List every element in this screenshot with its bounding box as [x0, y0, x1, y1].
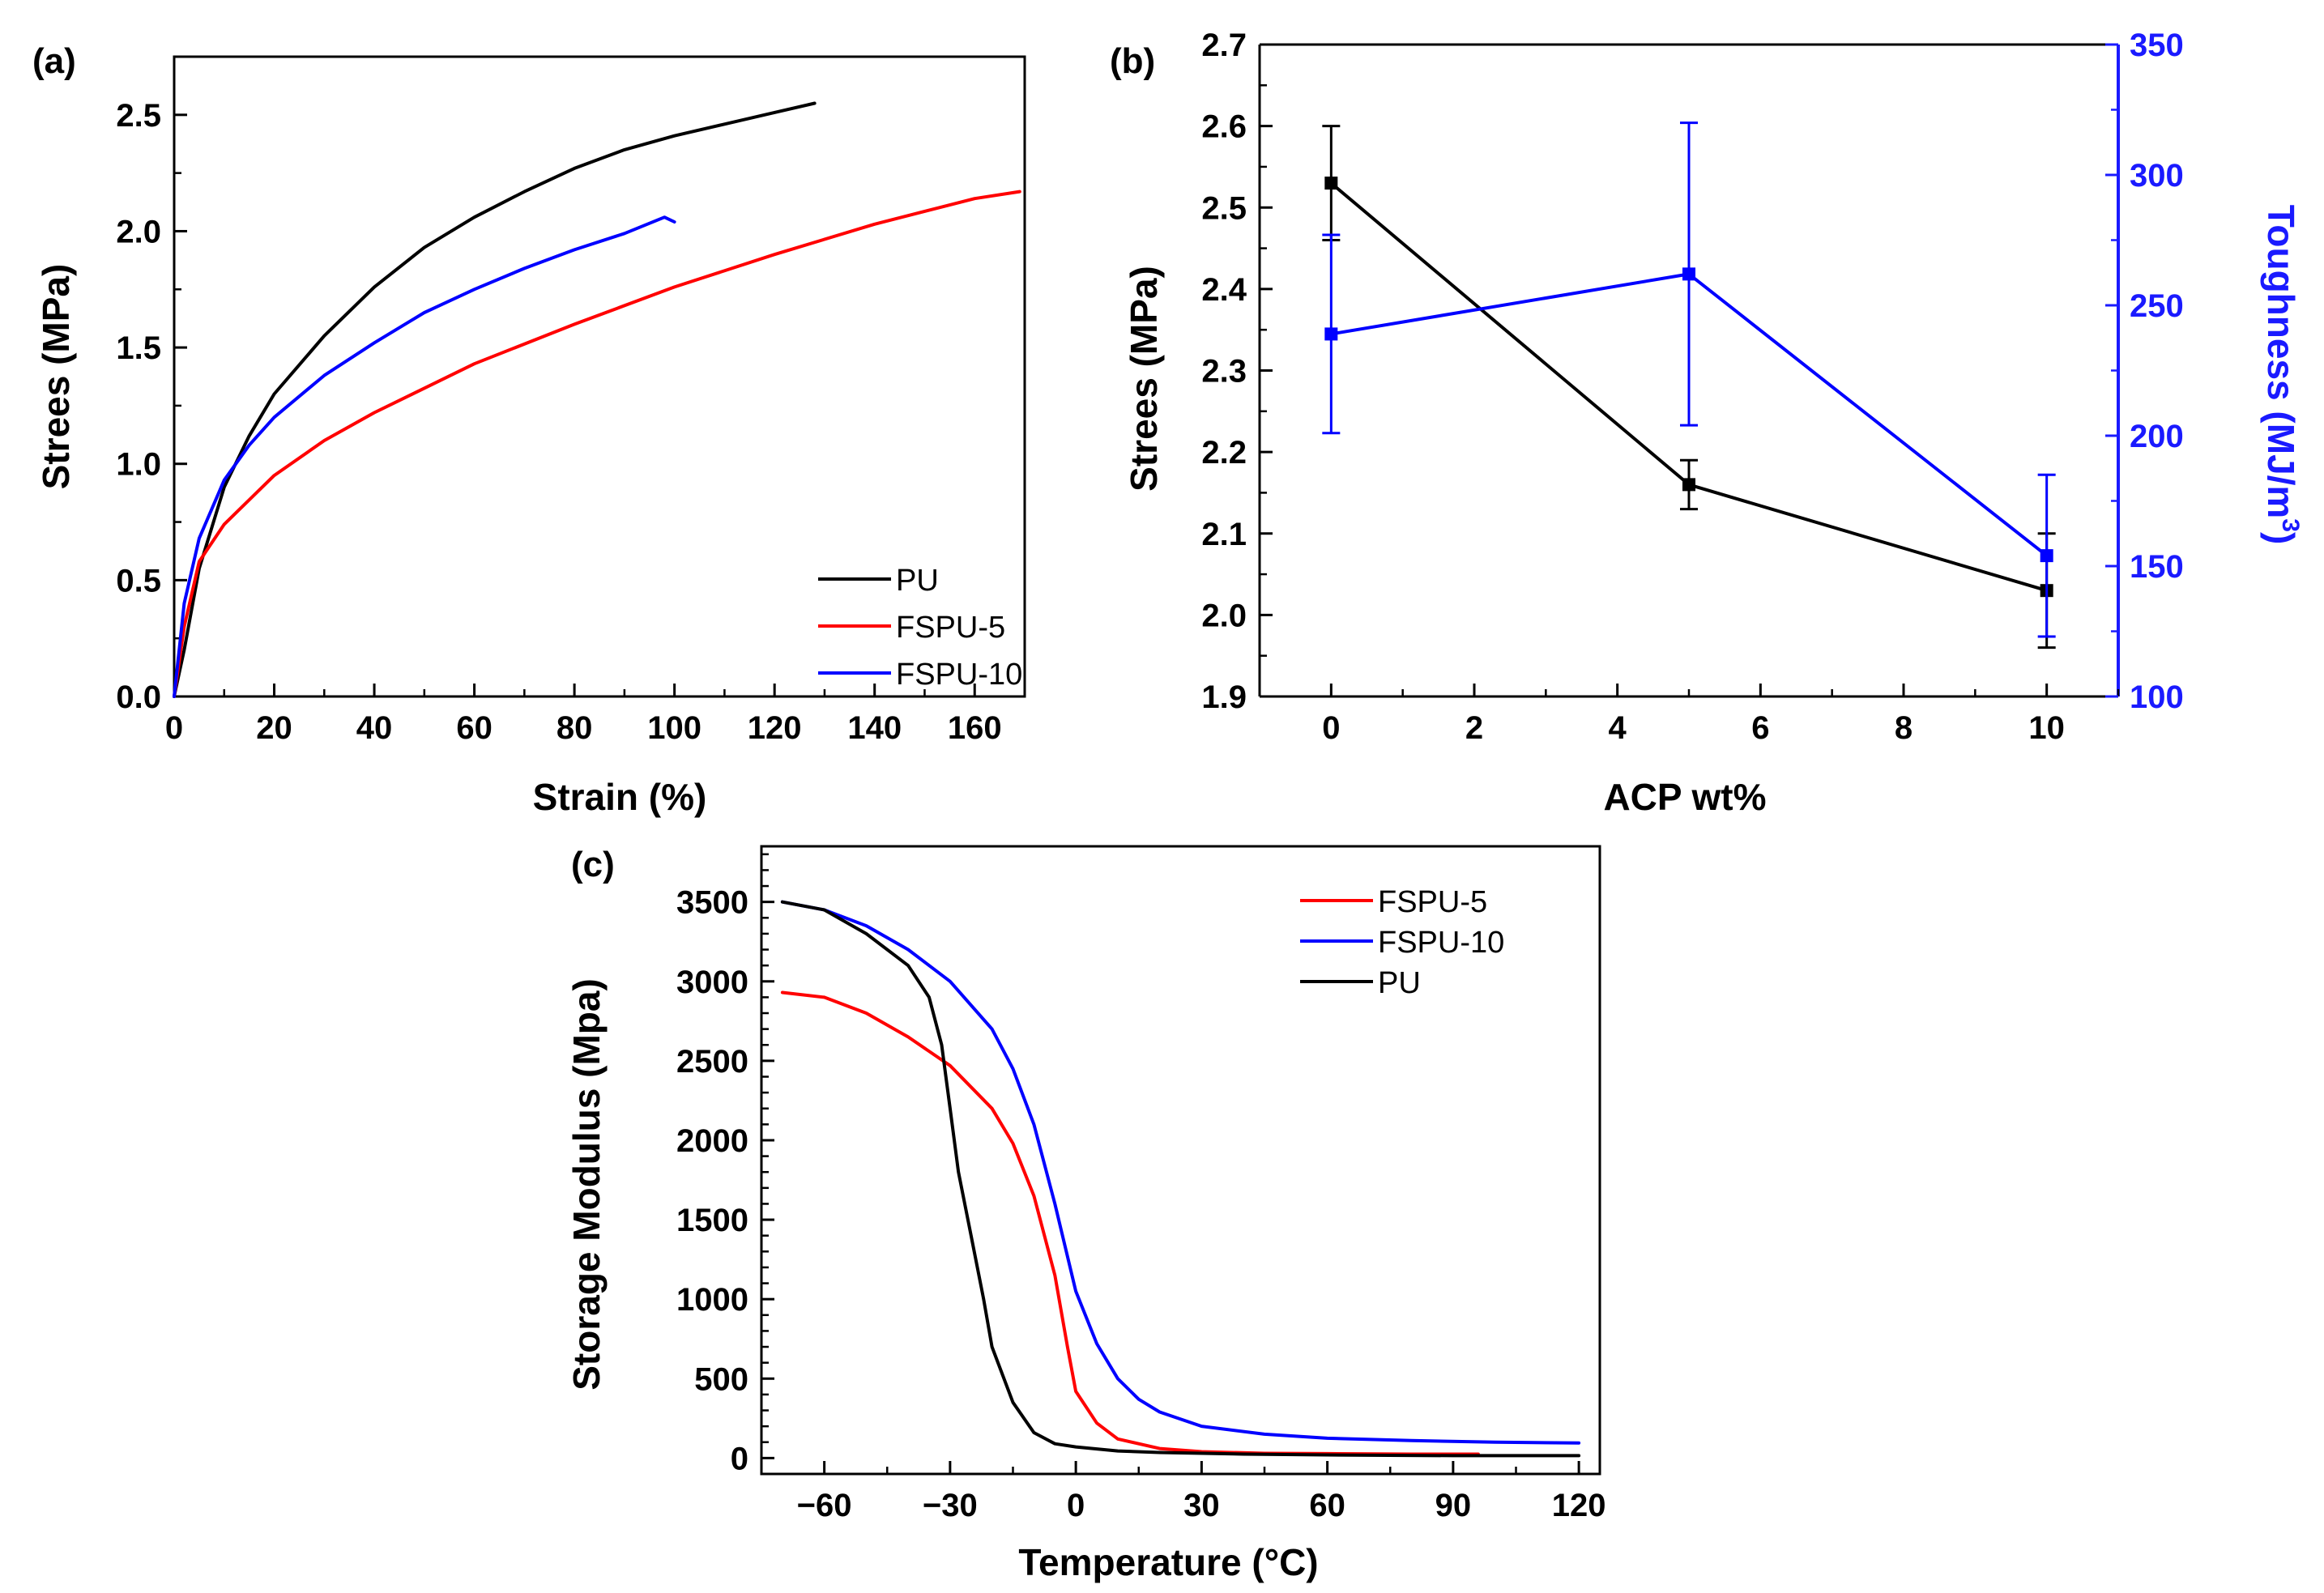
panel-a-legend-label: FSPU-5 [896, 611, 1005, 645]
panel-c-x-tick-label: 60 [1309, 1488, 1345, 1523]
panel-c-xlabel: Temperature (°C) [1018, 1541, 1318, 1583]
panel-c-y-tick-label: 1000 [676, 1282, 748, 1318]
panel-a-x-tick-label: 100 [647, 710, 701, 746]
panel-a-x-tick-label: 160 [948, 710, 1002, 746]
panel-b-x-tick-label: 0 [1322, 710, 1340, 746]
panel-c-series-fspu-10 [780, 900, 1581, 1445]
panel-c-y-tick-label: 3000 [676, 965, 748, 1000]
panel-a-x-tick-label: 120 [748, 710, 802, 746]
panel-b-yright-tick-label: 350 [2130, 28, 2184, 63]
panel-a-y-tick-label: 2.0 [116, 214, 161, 249]
panel-c-y-tick-label: 500 [694, 1361, 748, 1397]
panel-c-y-tick-label: 2000 [676, 1123, 748, 1159]
panel-a-xlabel: Strain (%) [533, 776, 707, 818]
panel-a-y-tick-label: 2.5 [116, 98, 161, 134]
panel-b-x-tick-label: 4 [1609, 710, 1627, 746]
panel-b-yleft-tick-label: 2.7 [1201, 28, 1247, 63]
panel-b-ylabel-right-sup: 3 [2277, 518, 2304, 532]
panel-a-y-tick-label: 1.0 [116, 447, 161, 483]
panel-c-y-tick-label: 0 [731, 1441, 748, 1476]
panel-a-y-tick-label: 0.5 [116, 563, 161, 598]
panel-c-frame [760, 845, 1601, 1476]
panel-a-x-tick-label: 60 [456, 710, 493, 746]
panel-c-legend-label: FSPU-10 [1378, 926, 1504, 960]
panel-b-yleft-tick-label: 2.2 [1201, 435, 1247, 471]
panel-c-y-tick-label: 1500 [676, 1203, 748, 1238]
panel-a-x-tick-label: 80 [556, 710, 593, 746]
panel-b-yright-tick-label: 250 [2130, 288, 2184, 324]
panel-b-x-tick-label: 10 [2028, 710, 2065, 746]
panel-c-x-tick-label: 0 [1067, 1488, 1085, 1523]
panel-a-x-tick-label: 0 [165, 710, 183, 746]
panel-b-yright-tick-label: 200 [2130, 419, 2184, 454]
panel-b-series-toughness-marker [1324, 327, 1338, 341]
panel-b-yleft-tick-label: 2.5 [1201, 190, 1247, 226]
panel-c-series-pu [780, 900, 1581, 1458]
panel-b-yleft-tick-label: 2.3 [1201, 354, 1247, 390]
panel-b-yleft-tick-label: 2.6 [1201, 109, 1247, 145]
panel-a-x-tick-label: 20 [256, 710, 292, 746]
panel-b-x-tick-label: 2 [1465, 710, 1483, 746]
panel-c-series-fspu-5 [780, 990, 1480, 1456]
panel-c-legend-label: PU [1378, 966, 1421, 1000]
panel-a-x-tick-label: 40 [356, 710, 393, 746]
panel-b-yleft-tick-label: 2.1 [1201, 517, 1247, 552]
panel-c-ylabel: Storage Modulus (Mpa) [565, 978, 608, 1391]
panel-b-ylabel-right-end: ) [2260, 532, 2302, 544]
panel-b-yleft-tick-label: 2.0 [1201, 598, 1247, 633]
panel-c-y-tick-label: 2500 [676, 1044, 748, 1080]
panel-c-legend-label: FSPU-5 [1378, 885, 1487, 919]
panel-b-xlabel: ACP wt% [1603, 776, 1766, 818]
panel-c-x-tick-label: −30 [923, 1488, 978, 1523]
panel-b-yleft-tick-label: 2.4 [1201, 272, 1247, 308]
panel-b-x-tick-label: 8 [1895, 710, 1913, 746]
panel-b-yright-tick-label: 100 [2130, 679, 2184, 715]
panel-a-y-tick-label: 0.0 [116, 679, 161, 715]
panel-b-yright-tick-label: 300 [2130, 158, 2184, 194]
panel-c-x-tick-label: 120 [1552, 1488, 1606, 1523]
panel-a-series-pu [173, 101, 817, 698]
panel-b-label: (b) [1110, 41, 1155, 81]
panel-b-yleft-tick-label: 1.9 [1201, 679, 1247, 715]
panel-a-legend-label: PU [896, 564, 939, 598]
panel-a-legend-label: FSPU-10 [896, 658, 1022, 692]
panel-b-x-tick-label: 6 [1751, 710, 1769, 746]
panel-b-ylabel: Strees (MPa) [1123, 266, 1165, 492]
panel-b-ylabel-right: Toughness (MJ/m3) [2260, 205, 2304, 545]
panel-c-x-tick-label: 90 [1435, 1488, 1472, 1523]
panel-a-x-tick-label: 140 [847, 710, 902, 746]
panel-b-ylabel-right-main: Toughness (MJ/m [2260, 205, 2302, 519]
panel-b-yright-tick-label: 150 [2130, 549, 2184, 585]
panel-a-series-fspu-10 [173, 215, 676, 698]
panel-c-label: (c) [571, 845, 615, 884]
panel-b-series-toughness-marker [2040, 549, 2053, 563]
panel-a-label: (a) [32, 41, 76, 81]
panel-b-series-toughness-marker [1682, 267, 1695, 281]
panel-c-x-tick-label: 30 [1183, 1488, 1220, 1523]
panel-c-x-tick-label: −60 [797, 1488, 852, 1523]
panel-a-series-fspu-5 [173, 190, 1021, 698]
panel-b-series-strees-marker [1324, 177, 1338, 190]
panel-a-ylabel: Strees (MPa) [35, 264, 77, 490]
panel-a-y-tick-label: 1.5 [116, 330, 161, 366]
panel-b-series-strees-marker [1682, 478, 1695, 492]
panel-c-y-tick-label: 3500 [676, 885, 748, 921]
panel-a-frame [173, 55, 1026, 698]
